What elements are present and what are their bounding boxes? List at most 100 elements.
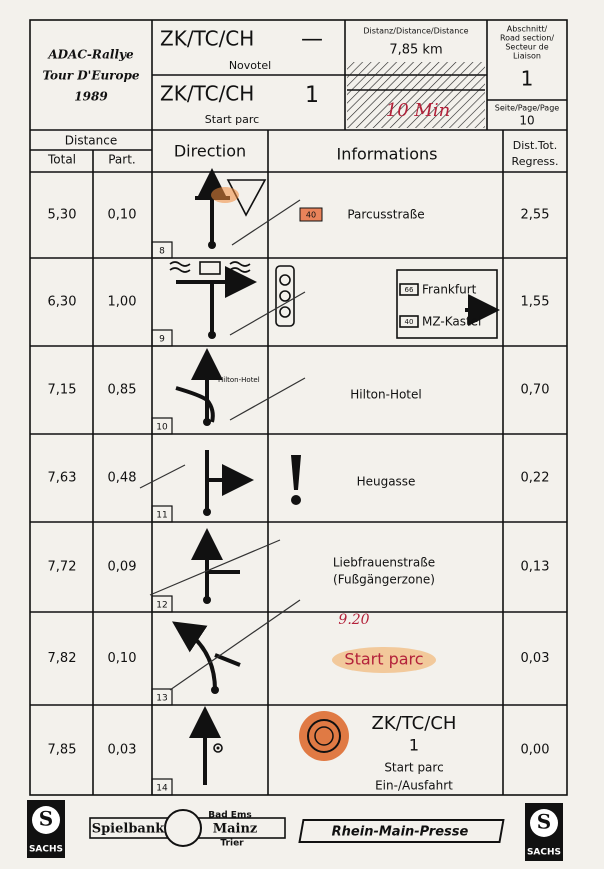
traffic-light	[275, 265, 295, 327]
rally-year: 1989	[74, 90, 108, 104]
grid	[29, 19, 568, 796]
sachs-label: SACHS	[527, 848, 561, 858]
control-bottom: ZK/TC/CH	[160, 82, 254, 106]
page-label: Seite/Page/Page	[495, 104, 559, 113]
total: 7,63	[48, 471, 77, 486]
part: 1,00	[108, 295, 137, 310]
sachs-label: SACHS	[29, 845, 63, 855]
control-top: ZK/TC/CH	[160, 27, 254, 51]
col-part: Part.	[108, 153, 136, 167]
hatched-area	[347, 62, 485, 128]
number-box	[151, 688, 173, 706]
destination: MZ-Kastel	[422, 315, 481, 329]
part: 0,09	[108, 560, 137, 575]
control: ZK/TC/CH	[372, 713, 457, 734]
control-number: 1	[409, 736, 419, 755]
road-number: 40	[405, 318, 414, 326]
number-box	[151, 417, 173, 435]
distance: 7,85 km	[389, 43, 442, 58]
number-box	[151, 329, 173, 347]
part: 0,48	[108, 471, 137, 486]
part: 0,10	[108, 208, 137, 223]
landmark: Hilton-Hotel	[350, 388, 421, 402]
section-label: Liaison	[513, 52, 541, 61]
total: 7,82	[48, 651, 77, 666]
road-number-box	[299, 207, 323, 222]
col-informations: Informations	[337, 145, 438, 164]
start-dot	[203, 418, 211, 426]
handwritten-time: 9.20	[338, 612, 369, 628]
control-number: 1	[305, 83, 319, 108]
start-dot	[208, 241, 216, 249]
row-number: 10	[156, 423, 168, 433]
col-total: Total	[47, 153, 76, 167]
rally-name: Tour D'Europe	[42, 69, 139, 83]
road-number: 40	[306, 211, 316, 220]
casino: Spielbank	[92, 822, 166, 837]
col-regress: Dist.Tot.	[513, 139, 557, 152]
footer: S SACHS Spielbank Bad Ems Mainz Trier Rh…	[27, 800, 563, 861]
regress: 0,03	[521, 651, 550, 666]
number-box	[151, 595, 173, 613]
row-number: 11	[156, 511, 167, 521]
regress: 0,00	[521, 743, 550, 758]
col-distance: Distance	[65, 134, 117, 148]
rally-name: ADAC-Rallye	[47, 48, 134, 62]
direction-label: Hilton-Hotel	[218, 376, 260, 384]
casino-place: Bad Ems	[208, 811, 251, 821]
route-arrow	[172, 621, 217, 691]
clover	[164, 809, 202, 847]
casino-place: Trier	[220, 839, 244, 849]
bridge	[199, 261, 221, 275]
water	[169, 261, 251, 273]
row-number: 8	[159, 247, 165, 257]
highlight	[211, 187, 239, 203]
regress: 0,70	[521, 383, 550, 398]
section-label: Secteur de	[505, 43, 548, 52]
total: 5,30	[48, 208, 77, 223]
row-number: 13	[156, 694, 167, 704]
street: Parcusstraße	[347, 208, 424, 222]
number-box	[151, 778, 173, 796]
svg-text:S: S	[39, 807, 53, 831]
start-dot	[203, 596, 211, 604]
section-label: Road section/	[500, 34, 554, 43]
regress: 0,22	[521, 471, 550, 486]
location-bottom: Start parc	[205, 113, 259, 126]
street: Liebfrauenstraße	[333, 556, 435, 570]
location-top: Novotel	[229, 59, 271, 72]
handwritten-time: 10 Min	[386, 100, 450, 121]
total: 6,30	[48, 295, 77, 310]
number-box	[151, 241, 173, 259]
regress: 2,55	[521, 208, 550, 223]
svg-text:S: S	[537, 810, 551, 834]
dash: —	[301, 27, 323, 52]
warning-mark	[291, 455, 301, 490]
section-label: Abschnitt/	[507, 25, 548, 34]
street-note: (Fußgängerzone)	[333, 573, 435, 587]
page: 10	[519, 114, 534, 128]
total: 7,85	[48, 743, 77, 758]
road-number: 66	[405, 286, 414, 294]
number-box	[151, 505, 173, 523]
distance-label: Distanz/Distance/Distance	[363, 27, 468, 36]
total: 7,72	[48, 560, 77, 575]
start-dot	[203, 508, 211, 516]
road-number-box	[399, 283, 419, 296]
road	[175, 386, 215, 423]
col-direction: Direction	[174, 142, 246, 161]
part: 0,03	[108, 743, 137, 758]
regress: 0,13	[521, 560, 550, 575]
start-dot	[208, 331, 216, 339]
newspaper: Rhein-Main-Presse	[332, 825, 469, 840]
section: 1	[521, 67, 534, 91]
road-number-box	[399, 315, 419, 328]
row-number: 12	[156, 601, 167, 611]
start-dot	[211, 686, 219, 694]
part: 0,85	[108, 383, 137, 398]
control-symbol	[213, 743, 223, 753]
start-parc: Start parc	[344, 650, 423, 669]
part: 0,10	[108, 651, 137, 666]
